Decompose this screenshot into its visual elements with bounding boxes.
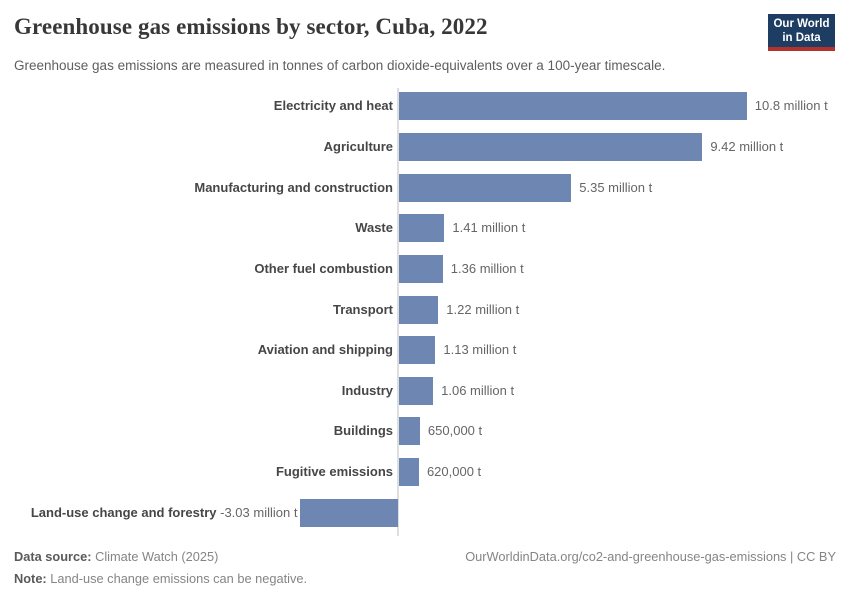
category-label: Other fuel combustion <box>254 260 393 276</box>
category-label: Agriculture <box>323 138 393 154</box>
owid-logo-line2: in Data <box>782 32 821 44</box>
category-label: Industry <box>341 382 393 398</box>
attribution-text: OurWorldinData.org/co2-and-greenhouse-ga… <box>465 549 836 564</box>
bar[interactable] <box>399 254 443 283</box>
bar[interactable] <box>399 132 703 161</box>
note-label: Note: <box>14 570 47 586</box>
category-label: Manufacturing and construction <box>194 179 393 195</box>
data-source-value: Climate Watch (2025) <box>91 549 219 564</box>
owid-logo-line1: Our World <box>773 18 830 30</box>
bar[interactable] <box>399 417 420 446</box>
data-source-line: Data source: Climate Watch (2025) <box>14 546 836 568</box>
category-label: Aviation and shipping <box>257 342 393 358</box>
bar-chart: 10.8 million t Electricity and heat 9.42 m… <box>0 86 850 536</box>
value-label: 1.41 million t <box>452 220 526 236</box>
owid-logo: Our World in Data <box>768 14 835 51</box>
bar[interactable] <box>399 173 572 202</box>
bar[interactable] <box>399 214 445 243</box>
value-label: 650,000 t <box>427 423 483 439</box>
owid-logo-red-strip <box>768 47 835 51</box>
footer: Data source: Climate Watch (2025) Note: … <box>14 546 836 589</box>
bar[interactable] <box>399 458 419 487</box>
page-title: Greenhouse gas emissions by sector, Cuba… <box>14 14 488 39</box>
value-label: 10.8 million t <box>754 98 828 114</box>
category-label: Land-use change and forestry -3.03 milli… <box>30 504 298 520</box>
page-subtitle: Greenhouse gas emissions are measured in… <box>14 58 666 73</box>
value-label: 9.42 million t <box>710 138 784 154</box>
note-value: Land-use change emissions can be negativ… <box>46 570 308 586</box>
owid-logo-text: Our World in Data <box>768 14 835 47</box>
category-label: Electricity and heat <box>273 98 393 114</box>
value-label: 5.35 million t <box>579 179 653 195</box>
bar[interactable] <box>399 92 747 121</box>
category-label: Buildings <box>333 423 393 439</box>
value-label: 620,000 t <box>426 464 482 480</box>
data-source-label: Data source: <box>14 549 92 564</box>
zero-axis-line <box>397 88 399 536</box>
bar[interactable] <box>399 295 439 324</box>
bar[interactable] <box>399 336 436 365</box>
bar[interactable] <box>300 498 398 527</box>
bar[interactable] <box>399 376 434 405</box>
category-label: Transport <box>333 301 393 317</box>
value-label: -3.03 million t <box>220 504 298 520</box>
note-line: Note: Land-use change emissions can be n… <box>14 568 836 590</box>
category-label: Fugitive emissions <box>275 464 393 480</box>
value-label: 1.36 million t <box>450 260 524 276</box>
value-label: 1.13 million t <box>443 342 517 358</box>
category-label: Waste <box>355 220 393 236</box>
value-label: 1.22 million t <box>446 301 520 317</box>
value-label: 1.06 million t <box>441 382 515 398</box>
